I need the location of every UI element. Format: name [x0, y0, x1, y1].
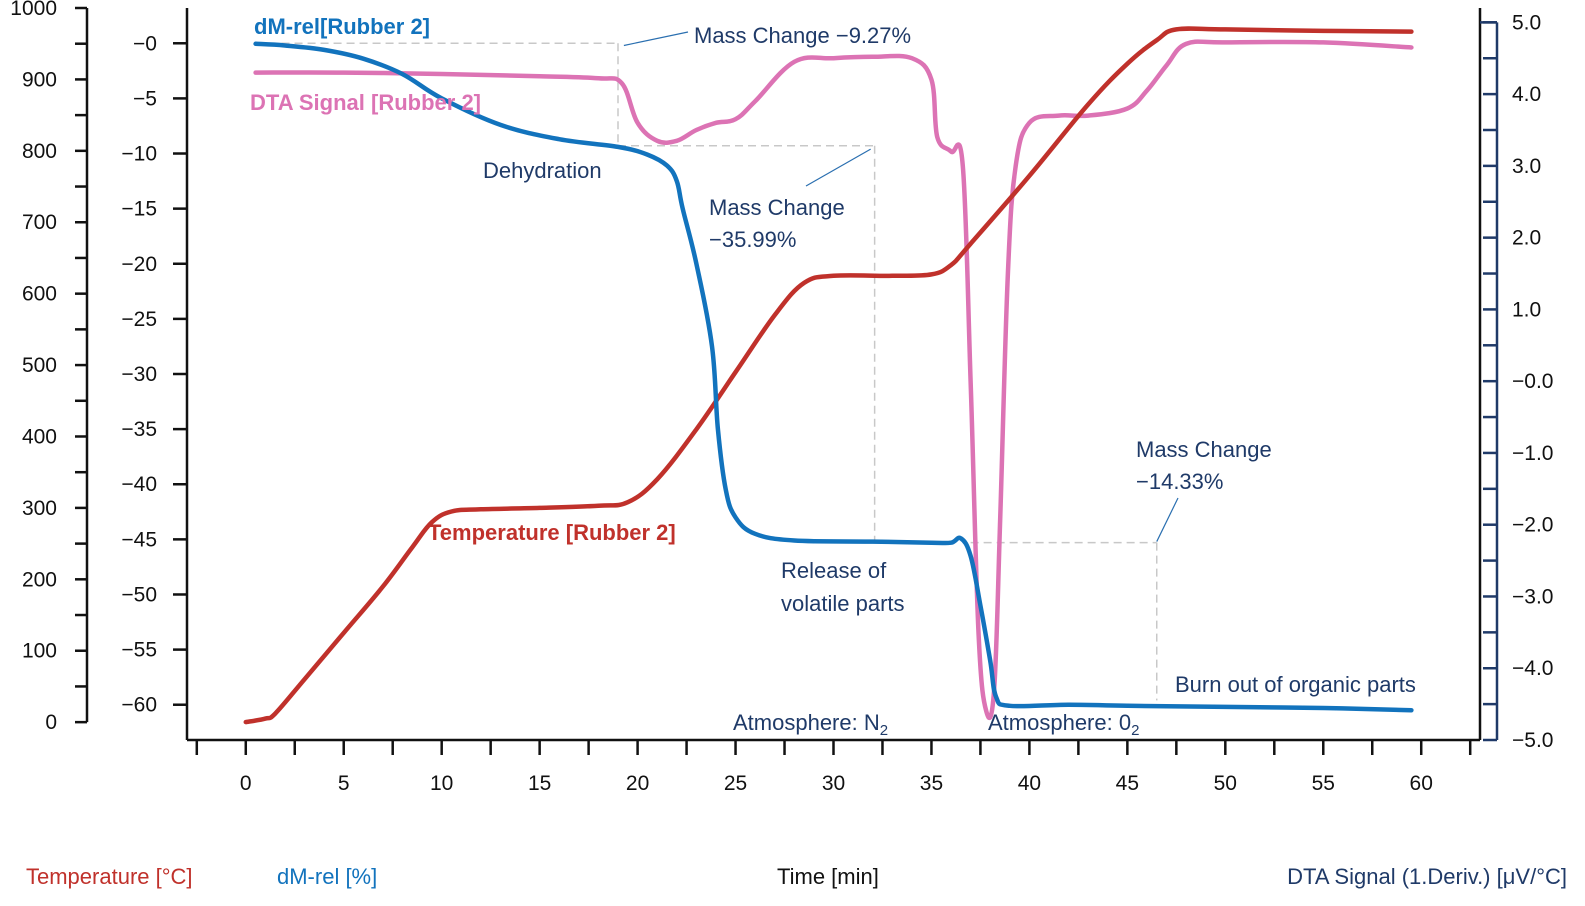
temperature-tick-label: 0	[45, 711, 57, 734]
dm-rel-tick-label: −40	[121, 473, 157, 496]
dm-rel-tick-label: −35	[121, 418, 157, 441]
temperature-tick-label: 800	[22, 140, 57, 163]
dm-rel-tick-label: −0	[133, 32, 157, 55]
x-tick-label: 35	[920, 772, 943, 795]
dm-rel-tick-label: −10	[121, 143, 157, 166]
dta-tick-label: 5.0	[1512, 11, 1541, 34]
mass-change-guides	[255, 31, 1179, 701]
series-label-dm-rel: dM-rel[Rubber 2]	[254, 14, 430, 39]
series-line-dta	[253, 39, 1414, 721]
x-tick-label: 40	[1018, 772, 1041, 795]
annotation-leader-1	[623, 31, 689, 47]
temperature-tick-label: 900	[22, 68, 57, 91]
temperature-tick-label: 100	[22, 640, 57, 663]
temperature-tick-label: 400	[22, 425, 57, 448]
x-tick-label: 25	[724, 772, 747, 795]
dta-tick-label: −1.0	[1512, 442, 1553, 465]
dta-tick-label: 2.0	[1512, 227, 1541, 250]
x-tick-label: 0	[240, 772, 252, 795]
dm-rel-tick-label: −45	[121, 528, 157, 551]
temperature-tick-label: 300	[22, 497, 57, 520]
annotation-leader-2	[805, 148, 871, 187]
temperature-tick-label: 600	[22, 283, 57, 306]
series-line-temperature	[243, 26, 1414, 725]
annotation-atmosphere-o2: Atmosphere: 02	[988, 710, 1139, 739]
axis-title-time: Time [min]	[777, 864, 879, 889]
annotation-release-line2: volatile parts	[781, 591, 905, 616]
dta-tick-label: −0.0	[1512, 370, 1553, 393]
dta-tick-label: 4.0	[1512, 83, 1541, 106]
series-line-dm-rel	[253, 41, 1414, 713]
dta-tick-label: 1.0	[1512, 298, 1541, 321]
temperature-tick-label: 200	[22, 568, 57, 591]
temperature-tick-label: 500	[22, 354, 57, 377]
dta-tick-label: −5.0	[1512, 729, 1553, 752]
temperature-tick-label: 700	[22, 211, 57, 234]
axes-layer: 01002003004005006007008009001000−0−5−10−…	[10, 0, 1553, 795]
annotation-atmosphere-n2: Atmosphere: N2	[733, 710, 888, 739]
dta-tick-label: 3.0	[1512, 155, 1541, 178]
axis-title-dm-rel: dM-rel [%]	[277, 864, 377, 889]
dm-rel-tick-label: −25	[121, 308, 157, 331]
axis-title-temperature: Temperature [°C]	[26, 864, 193, 889]
dm-rel-tick-label: −15	[121, 198, 157, 221]
annotation-mass-change-2-line1: Mass Change	[709, 195, 845, 220]
series-label-dta: DTA Signal [Rubber 2]	[250, 90, 481, 115]
x-tick-label: 45	[1116, 772, 1139, 795]
annotation-mass-change-3-line1: Mass Change	[1136, 437, 1272, 462]
annotation-leader-3	[1156, 497, 1179, 542]
x-tick-label: 5	[338, 772, 350, 795]
axis-title-dta: DTA Signal (1.Deriv.) [μV/°C]	[1287, 864, 1567, 889]
annotation-mass-change-1: Mass Change −9.27%	[694, 23, 911, 48]
annotation-dehydration: Dehydration	[483, 158, 602, 183]
x-tick-label: 50	[1214, 772, 1237, 795]
dm-rel-tick-label: −5	[133, 87, 157, 110]
series-layer	[243, 26, 1414, 725]
annotation-release-line1: Release of	[781, 558, 887, 583]
x-tick-label: 60	[1410, 772, 1433, 795]
dm-rel-tick-label: −55	[121, 639, 157, 662]
x-tick-label: 20	[626, 772, 649, 795]
x-tick-label: 30	[822, 772, 845, 795]
x-tick-label: 15	[528, 772, 551, 795]
x-tick-label: 10	[430, 772, 453, 795]
temperature-tick-label: 1000	[10, 0, 57, 20]
series-label-temperature: Temperature [Rubber 2]	[428, 520, 676, 545]
dm-rel-tick-label: −60	[121, 694, 157, 717]
x-tick-label: 55	[1312, 772, 1335, 795]
dm-rel-tick-label: −50	[121, 583, 157, 606]
dta-tick-label: −3.0	[1512, 585, 1553, 608]
dm-rel-tick-label: −30	[121, 363, 157, 386]
annotation-mass-change-2-line2: −35.99%	[709, 227, 796, 252]
annotation-burn-out: Burn out of organic parts	[1175, 672, 1416, 697]
dta-tick-label: −2.0	[1512, 514, 1553, 537]
dta-tick-label: −4.0	[1512, 657, 1553, 680]
annotation-mass-change-3-line2: −14.33%	[1136, 469, 1223, 494]
dm-rel-tick-label: −20	[121, 253, 157, 276]
